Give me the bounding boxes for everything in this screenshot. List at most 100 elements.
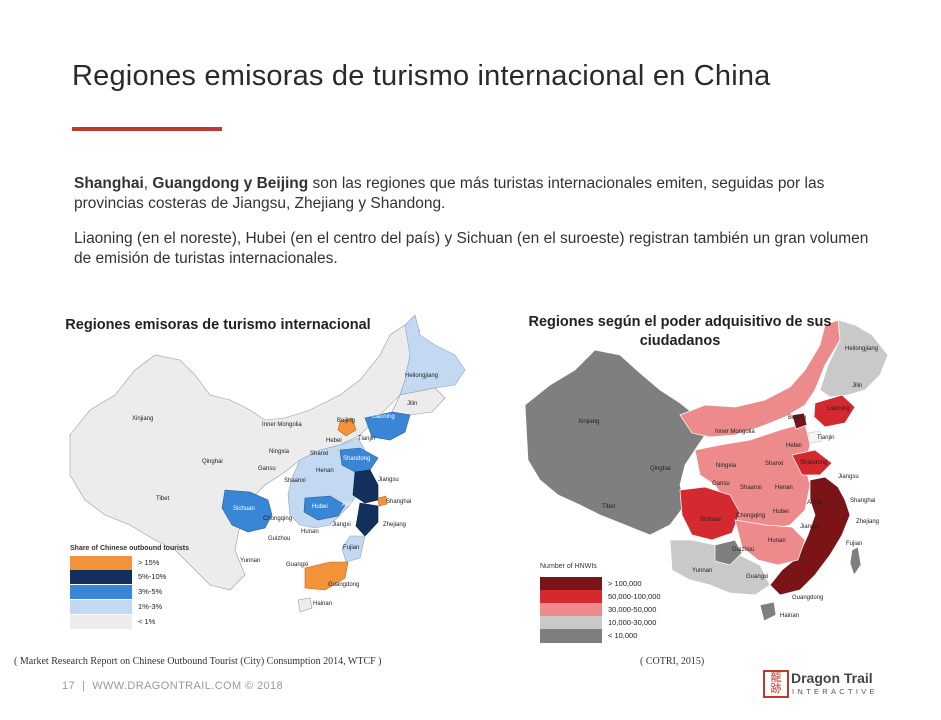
label-beijing: Beijing bbox=[337, 418, 355, 424]
region-tianjin bbox=[807, 430, 823, 444]
label-henan: Henan bbox=[316, 468, 334, 474]
region-beijing bbox=[791, 412, 808, 430]
label-shaanxi: Shaanxi bbox=[284, 478, 306, 484]
map-outbound-tourists: Xinjiang Tibet Qinghai Gansu Inner Mongo… bbox=[69, 314, 466, 613]
para1-separator: , bbox=[143, 175, 153, 192]
label-jilin: Jilin bbox=[852, 383, 862, 389]
map-left-title: Regiones emisoras de turismo internacion… bbox=[65, 317, 371, 333]
label-tianjin: Tianjin bbox=[817, 435, 834, 441]
footer-separator: | bbox=[81, 680, 86, 692]
label-sichuan: Sichuan bbox=[700, 517, 722, 523]
para1-rest: son las regiones que más turistas intern… bbox=[74, 175, 825, 212]
label-henan: Henan bbox=[775, 485, 793, 491]
region-northeast-grey bbox=[819, 319, 889, 398]
region-west-dark bbox=[524, 349, 706, 536]
label-yunnan: Yunnan bbox=[240, 558, 260, 564]
label-hebei: Hebei bbox=[326, 438, 342, 444]
label-gansu: Gansu bbox=[712, 481, 730, 487]
label-heilongjiang: Heilongjiang bbox=[845, 346, 878, 352]
label-guizhou: Guizhou bbox=[732, 547, 754, 553]
label-jiangxi: Jiangxi bbox=[332, 522, 351, 528]
legend-swatch bbox=[70, 600, 132, 614]
label-shaanxi: Shaanxi bbox=[740, 485, 762, 491]
label-beijing: Beijing bbox=[788, 415, 806, 421]
logo-subtitle: INTERACTIVE bbox=[792, 687, 878, 696]
label-anhui: Anhui bbox=[342, 502, 357, 508]
region-taiwan bbox=[849, 546, 862, 576]
label-hebei: Hebei bbox=[786, 443, 802, 449]
source-left: ( Market Research Report on Chinese Outb… bbox=[14, 656, 382, 667]
label-zhejiang: Zhejiang bbox=[383, 522, 406, 528]
label-guangxi: Guangxi bbox=[286, 562, 308, 568]
label-zhejiang: Zhejiang bbox=[856, 519, 879, 525]
label-xinjiang: Xinjiang bbox=[578, 419, 599, 425]
legend-label: < 10,000 bbox=[608, 631, 638, 640]
label-liaoning: Liaoning bbox=[827, 406, 850, 412]
slide-title: Regiones emisoras de turismo internacion… bbox=[72, 60, 771, 92]
region-central-pink bbox=[734, 519, 806, 566]
label-hainan: Hainan bbox=[313, 601, 332, 607]
paragraph-1: Shanghai, Guangdong y Beijing son las re… bbox=[74, 174, 874, 214]
label-jiangsu: Jiangsu bbox=[838, 474, 859, 480]
region-sichuan bbox=[221, 489, 273, 533]
region-hainan bbox=[297, 597, 313, 613]
label-jiangsu: Jiangsu bbox=[378, 477, 399, 483]
footer-site[interactable]: WWW.DRAGONTRAIL.COM © 2018 bbox=[92, 680, 284, 692]
dragon-trail-logo-icon: 龍 跡 bbox=[763, 670, 789, 698]
page-number: 17 bbox=[62, 680, 76, 692]
legend-label: 1%-3% bbox=[138, 602, 163, 611]
region-liaoning bbox=[813, 394, 856, 428]
legend-swatch bbox=[70, 556, 132, 570]
region-shandong bbox=[791, 449, 833, 476]
label-yunnan: Yunnan bbox=[692, 568, 712, 574]
legend-label: 5%-10% bbox=[138, 572, 167, 581]
label-anhui: Anhui bbox=[807, 500, 822, 506]
title-underline bbox=[72, 127, 222, 131]
region-sichuan bbox=[679, 486, 741, 541]
legend-label: > 100,000 bbox=[608, 579, 642, 588]
region-hainan bbox=[759, 601, 777, 622]
region-hubei bbox=[303, 495, 346, 521]
label-tibet: Tibet bbox=[602, 504, 615, 510]
label-xinjiang: Xinjiang bbox=[132, 416, 153, 422]
legend-swatch bbox=[540, 629, 602, 643]
label-shandong: Shandong bbox=[800, 460, 827, 466]
footer: 17 | WWW.DRAGONTRAIL.COM © 2018 bbox=[62, 680, 283, 692]
region-shanghai bbox=[377, 495, 388, 507]
label-hubei: Hubei bbox=[773, 509, 789, 515]
label-ningxia: Ningxia bbox=[716, 463, 737, 469]
legend-swatch bbox=[70, 570, 132, 584]
region-heilongjiang bbox=[399, 314, 466, 396]
region-guizhou bbox=[714, 539, 743, 566]
source-right: ( COTRI, 2015) bbox=[640, 656, 705, 667]
label-shanxi: Shanxi bbox=[310, 451, 328, 457]
label-qinghai: Qinghai bbox=[650, 466, 671, 472]
legend-label: > 15% bbox=[138, 558, 160, 567]
label-guizhou: Guizhou bbox=[268, 536, 290, 542]
label-heilongjiang: Heilongjiang bbox=[405, 373, 438, 379]
map-right-title: Regiones según el poder adquisitivo de s… bbox=[528, 314, 832, 349]
label-guangdong: Guangdong bbox=[792, 595, 823, 601]
region-liaoning bbox=[364, 411, 411, 441]
label-guangxi: Guangxi bbox=[746, 574, 768, 580]
legend-label: 50,000-100,000 bbox=[608, 592, 661, 601]
label-hunan: Hunan bbox=[768, 538, 786, 544]
label-shandong: Shandong bbox=[343, 456, 370, 462]
logo-name: Dragon Trail bbox=[791, 670, 873, 686]
label-gansu: Gansu bbox=[258, 466, 276, 472]
region-southwest-grey bbox=[669, 539, 771, 596]
label-shanghai: Shanghai bbox=[850, 498, 875, 504]
region-fujian bbox=[341, 535, 366, 563]
label-shanxi: Shanxi bbox=[765, 461, 783, 467]
para1-bold-shanghai: Shanghai bbox=[74, 175, 144, 192]
legend-label: < 1% bbox=[138, 617, 156, 626]
legend-swatch bbox=[70, 615, 132, 629]
legend-swatch bbox=[540, 603, 602, 617]
region-zhejiang bbox=[355, 502, 379, 537]
label-qinghai: Qinghai bbox=[202, 459, 223, 465]
legend-swatch bbox=[540, 577, 602, 591]
region-jiangsu bbox=[352, 469, 379, 504]
label-ningxia: Ningxia bbox=[269, 449, 290, 455]
label-fujian: Fujian bbox=[343, 545, 359, 551]
label-chongqing: Chongqing bbox=[736, 513, 765, 519]
